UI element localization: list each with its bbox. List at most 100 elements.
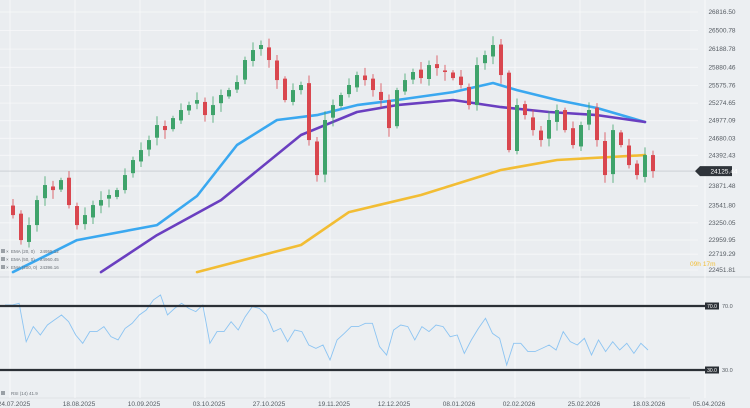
candle-bullish	[491, 45, 495, 57]
rsi-settings-icon[interactable]	[1, 391, 5, 395]
candle-bullish	[171, 118, 175, 130]
date-tick-label: 18.08.2025	[63, 401, 96, 408]
candle-bearish	[283, 78, 287, 101]
candle-bullish	[339, 95, 343, 107]
candle-bullish	[131, 160, 135, 174]
ema-line-2	[195, 153, 647, 274]
candle-bullish	[59, 180, 63, 190]
candle-bearish	[595, 107, 599, 141]
candle-bullish	[643, 155, 647, 177]
legend-close-icon: ×	[6, 265, 9, 270]
date-tick-label: 12.12.2025	[378, 401, 411, 408]
date-tick-label: 05.04.2026	[693, 401, 726, 408]
candle-bullish	[427, 65, 431, 80]
rsi-panel: 70.0 70.0 30.0 30.0 RSI (14) 41.9	[0, 294, 733, 396]
price-tick-label: 23871.48	[708, 183, 735, 190]
price-tick-label: 25880.46	[708, 64, 735, 71]
legend-ma-value: 24960.45	[40, 257, 59, 262]
candle-bullish	[115, 190, 119, 197]
price-tick-label: 24977.09	[708, 118, 735, 125]
legend-settings-icon[interactable]	[1, 249, 5, 253]
rsi-level-tag	[705, 302, 719, 310]
price-tick-label: 23250.05	[708, 220, 735, 227]
candle-bullish	[547, 120, 551, 139]
price-tick-label: 23541.80	[708, 203, 735, 210]
price-tick-label: 22959.95	[708, 237, 735, 244]
countdown-minutes: 17m	[703, 261, 716, 268]
countdown-label: 09h 17m	[690, 261, 716, 268]
candle-bearish	[203, 101, 207, 116]
candle-bullish	[235, 82, 239, 90]
candle-bearish	[75, 206, 79, 226]
candle-bullish	[259, 45, 263, 50]
time-axis[interactable]: 24.07.2025 18.08.2025 10.09.2025 03.10.2025…	[0, 401, 726, 408]
candle-bullish	[99, 200, 103, 206]
candle-bullish	[155, 125, 159, 138]
legend-ma-value: 24396.16	[40, 265, 59, 270]
legend-close-icon: ×	[6, 257, 9, 262]
candle-bullish	[587, 110, 591, 125]
candle-bullish	[43, 185, 47, 199]
candle-bearish	[19, 213, 23, 241]
rsi-level-tag	[705, 366, 719, 374]
rsi-level-label: 30.0	[722, 368, 733, 374]
price-tick-label: 26500.78	[708, 28, 735, 35]
candle-bullish	[611, 130, 615, 175]
current-price-tag	[695, 166, 732, 177]
candle-bullish	[475, 65, 479, 106]
price-axis[interactable]: 26816.50 26500.78 26188.78 25880.46 25575.76…	[690, 9, 738, 274]
candle-bullish	[323, 120, 327, 175]
date-tick-label: 18.03.2026	[633, 401, 666, 408]
current-price-label: 24125.44	[710, 169, 737, 176]
candle-bullish	[211, 105, 215, 116]
candle-bullish	[251, 50, 255, 61]
legend-ma-name: EMA (20, 0)	[11, 249, 35, 254]
rsi-level-label: 70.0	[722, 304, 733, 310]
price-tick-label: 24680.03	[708, 135, 735, 142]
candle-bearish	[451, 72, 455, 79]
legend: × EMA (20, 0) 24955.12× EMA (50, 0) 24960.45…	[1, 249, 59, 270]
legend-ma-value: 24955.12	[40, 249, 59, 254]
date-tick-label: 02.02.2026	[503, 401, 536, 408]
candle-bearish	[635, 163, 639, 176]
candle-bearish	[315, 141, 319, 176]
legend-settings-icon[interactable]	[1, 257, 5, 261]
date-tick-label: 10.09.2025	[128, 401, 161, 408]
rsi-level-tag-label: 30.0	[707, 368, 717, 374]
candle-bearish	[419, 69, 423, 79]
candle-bullish	[123, 175, 127, 191]
candle-bearish	[51, 186, 55, 191]
candle-bullish	[243, 60, 247, 80]
candle-bearish	[571, 128, 575, 146]
candle-bullish	[483, 55, 487, 64]
candle-bullish	[299, 85, 303, 91]
candles	[11, 36, 655, 248]
candle-bearish	[275, 60, 279, 81]
legend-settings-icon[interactable]	[1, 265, 5, 269]
candle-bullish	[147, 140, 151, 150]
candle-bullish	[227, 90, 231, 97]
candle-bullish	[291, 90, 295, 102]
candle-bullish	[555, 110, 559, 122]
candle-bullish	[219, 95, 223, 104]
price-tick-label: 26816.50	[708, 9, 735, 16]
candle-bullish	[35, 200, 39, 226]
candle-bearish	[499, 44, 503, 76]
candle-bullish	[411, 72, 415, 80]
price-tick-label: 24392.43	[708, 152, 735, 159]
candle-bullish	[179, 110, 183, 121]
legend-ma-name: EMA (50, 0)	[11, 257, 35, 262]
rsi-level-tag-label: 70.0	[707, 304, 717, 310]
candle-bearish	[67, 177, 71, 206]
candle-bullish	[83, 215, 87, 225]
price-tick-label: 25575.76	[708, 82, 735, 89]
price-tick-label: 22451.81	[708, 267, 735, 274]
price-tick-label: 22719.29	[708, 251, 735, 258]
candle-bearish	[443, 70, 447, 73]
countdown-hours: 09h	[690, 261, 701, 268]
date-tick-label: 25.02.2026	[568, 401, 601, 408]
candle-bullish	[515, 105, 519, 151]
date-tick-label: 19.11.2025	[318, 401, 350, 408]
date-tick-label: 03.10.2025	[193, 401, 226, 408]
